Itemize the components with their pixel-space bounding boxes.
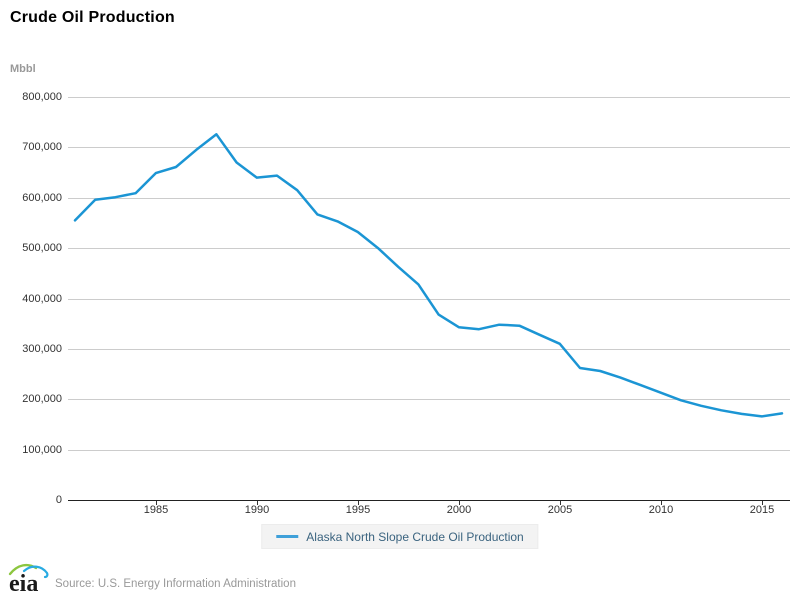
y-axis-tick-label: 800,000 xyxy=(22,91,62,103)
source-attribution: Source: U.S. Energy Information Administ… xyxy=(55,578,296,590)
page-title: Crude Oil Production xyxy=(10,9,175,26)
x-axis-tick-label: 1990 xyxy=(244,504,270,516)
x-axis-tick-label: 1985 xyxy=(143,504,169,516)
y-axis-unit-label: Mbbl xyxy=(10,63,36,75)
y-axis-tick-label: 400,000 xyxy=(22,293,62,305)
y-axis-tick-label: 700,000 xyxy=(22,141,62,153)
y-axis-tick-label: 300,000 xyxy=(22,343,62,355)
x-axis-tick-label: 2005 xyxy=(547,504,573,516)
legend-label: Alaska North Slope Crude Oil Production xyxy=(306,529,524,544)
eia-logo-text: eia xyxy=(9,571,38,596)
legend-item-alaska-north-slope[interactable]: Alaska North Slope Crude Oil Production xyxy=(261,524,539,549)
x-axis-tick-label: 2000 xyxy=(446,504,472,516)
eia-logo: eia xyxy=(8,563,49,596)
x-axis-tick-label: 2015 xyxy=(749,504,775,516)
x-axis-tick-label: 2010 xyxy=(648,504,674,516)
y-axis-tick-label: 0 xyxy=(55,494,62,506)
y-axis-tick-label: 200,000 xyxy=(22,393,62,405)
y-axis-tick-label: 100,000 xyxy=(22,444,62,456)
legend-line-marker xyxy=(276,535,299,538)
production-line xyxy=(73,133,784,418)
x-axis-tick-label: 1995 xyxy=(345,504,371,516)
y-axis-tick-label: 600,000 xyxy=(22,192,62,204)
y-axis-tick-label: 500,000 xyxy=(22,242,62,254)
